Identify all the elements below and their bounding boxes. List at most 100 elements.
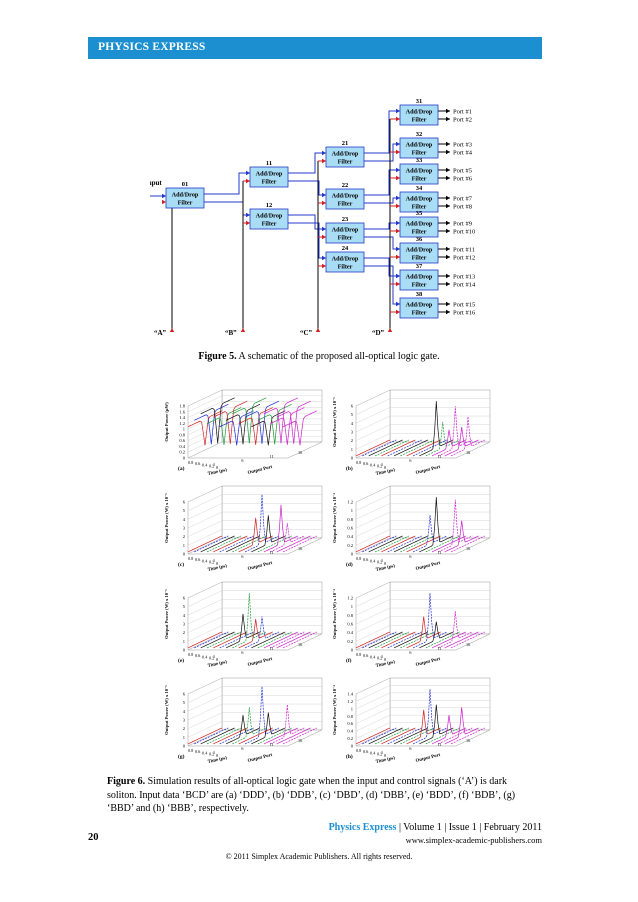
figure5-schematic: Add/Drop Filter Add/Drop Filter Add/Drop Filt… (150, 98, 476, 337)
port-trace (276, 631, 311, 649)
port-trace (412, 515, 448, 553)
port-tick-label: 11 (438, 646, 442, 651)
grid-line (355, 537, 391, 555)
footer-journal-line: Physics Express | Volume 1 | Issue 1 | F… (329, 822, 542, 833)
footer-url[interactable]: www.simplex-academic-publishers.com (405, 835, 542, 845)
arrow-head (446, 167, 450, 173)
arrow-head (169, 328, 175, 332)
filter-label: Add/Drop (406, 142, 433, 149)
port-tick-label: 16 (298, 738, 302, 743)
time-tick-label: 0.2 (209, 560, 214, 565)
y-tick-label: 1 (183, 639, 185, 644)
input-label: Input (150, 179, 162, 187)
time-tick-label: 0.4 (370, 462, 376, 467)
port-trace (244, 686, 280, 745)
grid-line (187, 686, 223, 703)
arrow-head (396, 116, 400, 122)
through-wire (364, 169, 400, 196)
add-drop-filter-box (399, 191, 439, 213)
port-label: Port #14 (453, 281, 476, 288)
port-trace (257, 535, 292, 553)
port-trace (194, 535, 229, 553)
grid-line (355, 616, 391, 633)
filter-number: 24 (342, 245, 349, 252)
port-trace (257, 403, 292, 445)
filter-label: Add/Drop (332, 193, 359, 200)
y-tick-label: 0.2 (179, 450, 185, 455)
port-trace (270, 631, 305, 649)
filter-label: Filter (412, 282, 427, 289)
figure5-caption: Figure 5. A schematic of the proposed al… (0, 351, 638, 362)
time-tick-label: 0.2 (209, 656, 214, 661)
grid-line (187, 503, 223, 520)
port-trace (419, 704, 454, 745)
time-tick-label: 0 (216, 657, 218, 662)
grid-line (355, 415, 391, 433)
y-tick-label: 0.4 (347, 534, 353, 539)
filter-label: Filter (338, 264, 353, 271)
grid-line (187, 430, 223, 447)
time-tick-label: 0.8 (356, 652, 361, 657)
port-trace (206, 727, 242, 745)
port-tick-label: 16 (466, 450, 470, 455)
port-trace (219, 410, 254, 446)
port-trace (213, 727, 248, 745)
y-tick-label: 2 (183, 534, 185, 539)
y-tick-label: 1 (183, 735, 185, 740)
port-tick-label: 1 (381, 750, 383, 755)
through-wire (364, 222, 400, 230)
port-trace (270, 523, 305, 553)
port-trace (213, 535, 248, 553)
port-trace (412, 689, 448, 745)
y-tick-label: 0 (183, 552, 186, 557)
port-trace (244, 400, 280, 444)
arrow-head (315, 328, 321, 332)
y-tick-label: 5 (183, 508, 186, 513)
y-tick-label: 4 (183, 517, 186, 522)
y-tick-label: 2 (183, 726, 185, 731)
grid-line (355, 389, 391, 407)
grid-line (355, 599, 391, 616)
arrow-head (322, 200, 326, 206)
port-trace (393, 535, 429, 553)
port-trace (232, 535, 267, 553)
port-trace (425, 727, 460, 745)
arrow-head (396, 220, 400, 226)
port-trace (381, 439, 416, 457)
time-tick-label: 0.6 (195, 653, 200, 658)
port-label: Port #7 (453, 195, 473, 202)
arrow-head (162, 193, 166, 199)
grid-line (187, 712, 223, 729)
grid-line (187, 721, 223, 738)
arrow-head (322, 192, 326, 198)
y-tick-label: 1.2 (179, 421, 185, 426)
port-trace (406, 709, 441, 745)
port-tick-label: 11 (438, 742, 442, 747)
time-tick-label: 0.6 (363, 557, 368, 562)
filter-label: Add/Drop (406, 109, 433, 116)
port-label: Port #16 (453, 309, 476, 316)
add-drop-filter-box (399, 137, 439, 159)
arrow-head (396, 167, 400, 173)
port-trace (374, 439, 410, 457)
y-axis-title: Output Power (W) x 10⁻⁴ (332, 589, 337, 639)
port-tick-label: 1 (213, 654, 215, 659)
time-tick-label: 0 (384, 561, 386, 566)
port-axis-title: Output Port (247, 657, 273, 668)
port-trace (355, 727, 391, 745)
time-tick-label: 0.2 (377, 656, 382, 661)
port-trace (431, 715, 467, 745)
port-trace (238, 517, 273, 553)
filter-label: Filter (262, 179, 277, 186)
y-tick-label: 1.6 (179, 409, 185, 414)
y-axis-title: Output Power (W) x 10⁻⁵ (164, 589, 169, 639)
port-trace (232, 707, 267, 745)
grid-line (355, 729, 391, 747)
arrow-head (322, 150, 326, 156)
port-trace (444, 520, 479, 553)
time-tick-label: 0.6 (363, 653, 368, 658)
port-label: Port #3 (453, 141, 472, 148)
add-drop-filter-box (399, 216, 439, 238)
time-tick-label: 0.8 (356, 460, 361, 465)
